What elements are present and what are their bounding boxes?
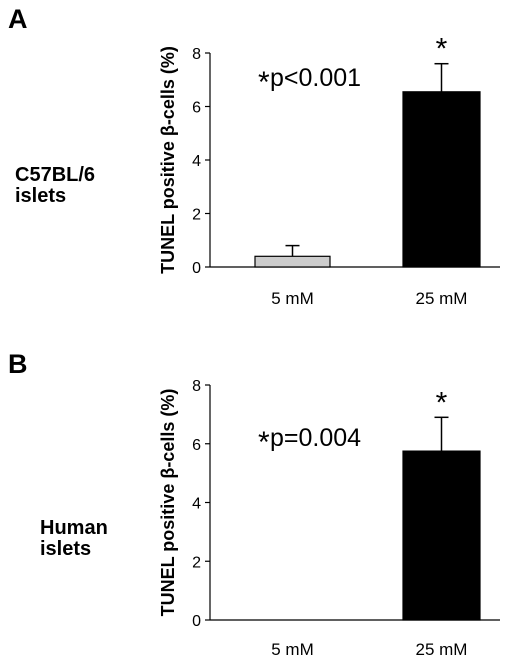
y-tick-label: 4	[192, 153, 201, 170]
p-value-star: *	[258, 426, 270, 459]
y-tick-label: 8	[192, 378, 201, 395]
group-label-line: islets	[15, 185, 66, 207]
group-label-line: Human	[40, 517, 108, 539]
y-tick-label: 2	[192, 207, 201, 224]
bar	[402, 450, 481, 621]
y-tick-label: 2	[192, 554, 201, 571]
significance-star: *	[436, 386, 448, 419]
y-tick-label: 0	[192, 260, 201, 277]
category-label: 5 mM	[271, 289, 314, 308]
y-axis-label: TUNEL positive β-cells (%)	[158, 46, 178, 274]
panel-letter: B	[8, 349, 28, 379]
p-value-annotation: p<0.001	[270, 64, 361, 92]
y-tick-label: 0	[192, 613, 201, 630]
bar	[402, 91, 481, 268]
category-label: 5 mM	[271, 640, 314, 659]
y-axis-label: TUNEL positive β-cells (%)	[158, 389, 178, 617]
category-label: 25 mM	[416, 640, 468, 659]
bar	[254, 255, 331, 268]
y-tick-label: 8	[192, 46, 201, 63]
group-label-line: C57BL/6	[15, 164, 95, 186]
significance-star: *	[436, 33, 448, 66]
group-label-line: islets	[40, 538, 91, 560]
p-value-annotation: p=0.004	[270, 424, 361, 452]
category-label: 25 mM	[416, 289, 468, 308]
panel-letter: A	[8, 4, 28, 34]
p-value-star: *	[258, 66, 270, 99]
y-tick-label: 6	[192, 100, 201, 117]
y-tick-label: 4	[192, 496, 201, 513]
y-tick-label: 6	[192, 437, 201, 454]
